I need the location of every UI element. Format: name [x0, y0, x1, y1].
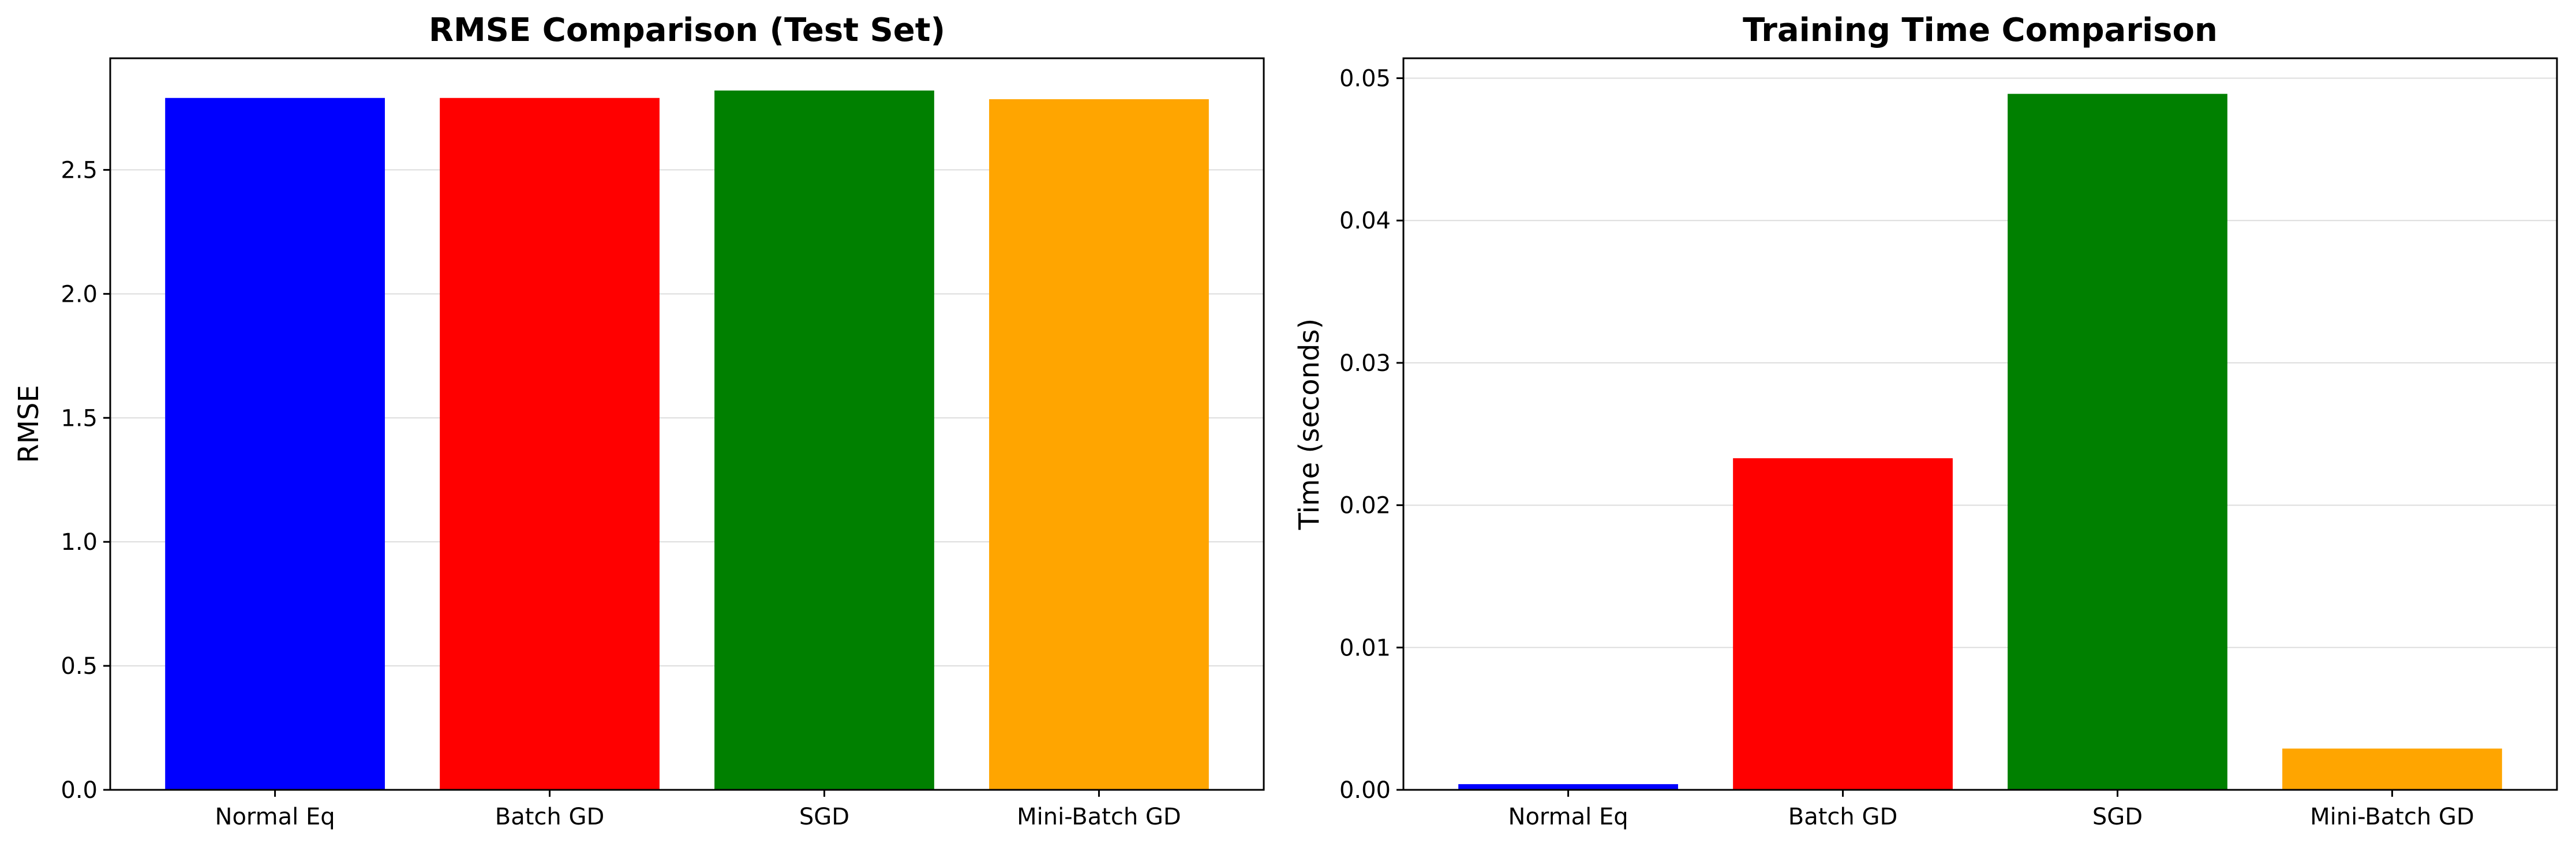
- x-tick-label: Batch GD: [495, 804, 605, 830]
- bar-mini-batch-gd[interactable]: [989, 99, 1209, 790]
- y-tick-label: 2.0: [61, 281, 98, 308]
- y-tick-label: 2.5: [61, 157, 98, 183]
- chart-title: RMSE Comparison (Test Set): [429, 12, 945, 49]
- x-tick-label: Normal Eq: [1508, 804, 1628, 830]
- chart-panel-1: 0.0 0.5 1.0 1.5 2.0 2.5 Normal Eq Batch GD SGD Mi…: [13, 12, 1265, 830]
- y-tick-label: 0.05: [1339, 66, 1391, 92]
- y-axis-label: Time (seconds): [1293, 318, 1326, 530]
- bar-batch-gd[interactable]: [440, 98, 660, 790]
- bar-normal-eq[interactable]: [165, 98, 385, 790]
- plot-frame: [1402, 57, 2558, 791]
- y-axis-label: RMSE: [13, 385, 45, 463]
- y-tick-label: 0.5: [61, 653, 98, 680]
- x-tick-label: Mini-Batch GD: [1017, 804, 1181, 830]
- bar-normal-eq[interactable]: [1458, 784, 1678, 790]
- bar-sgd[interactable]: [714, 90, 934, 790]
- y-tick-label: 0.04: [1339, 208, 1391, 234]
- x-tick-label: Batch GD: [1788, 804, 1898, 830]
- x-tick-label: SGD: [2092, 804, 2143, 830]
- bar-sgd[interactable]: [2008, 93, 2227, 790]
- bar-batch-gd[interactable]: [1733, 458, 1953, 790]
- y-tick-label: 0.00: [1339, 777, 1391, 804]
- y-tick-label: 0.03: [1339, 350, 1391, 377]
- x-tick-label: Normal Eq: [215, 804, 335, 830]
- y-tick-label: 1.5: [61, 405, 98, 432]
- plot-frame: [109, 57, 1265, 791]
- x-tick-label: SGD: [799, 804, 849, 830]
- y-tick-label: 0.01: [1339, 635, 1391, 661]
- chart-panel-2: 0.00 0.01 0.02 0.03 0.04 0.05 Normal Eq Batch G…: [1293, 12, 2558, 830]
- chart-title: Training Time Comparison: [1743, 12, 2218, 49]
- x-tick-label: Mini-Batch GD: [2310, 804, 2474, 830]
- y-tick-label: 0.02: [1339, 493, 1391, 519]
- y-tick-label: 0.0: [61, 777, 98, 804]
- bar-mini-batch-gd[interactable]: [2282, 748, 2502, 790]
- y-tick-label: 1.0: [61, 529, 98, 556]
